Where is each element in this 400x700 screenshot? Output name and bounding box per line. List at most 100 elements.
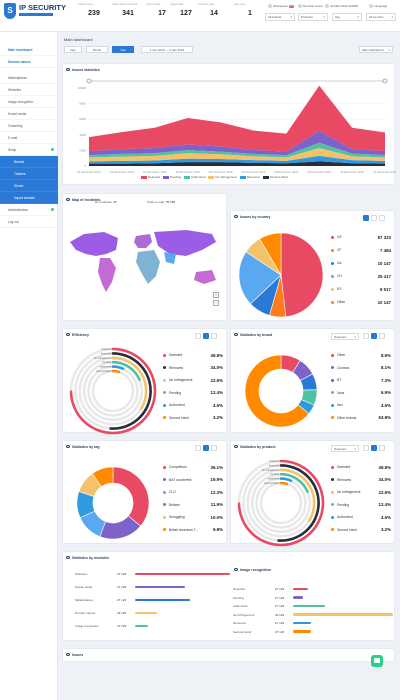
zoom-out-button[interactable]: − bbox=[213, 300, 219, 306]
sidebar-item-marketplaces[interactable]: Marketplaces bbox=[0, 72, 58, 84]
legend-item[interactable]: Second Hand bbox=[262, 175, 288, 179]
slice-ch[interactable] bbox=[238, 251, 282, 305]
map-region-africa[interactable] bbox=[136, 250, 160, 284]
legend-item[interactable]: Authorized bbox=[184, 175, 205, 179]
radial-bar-authorized[interactable] bbox=[111, 365, 125, 371]
map-region-south-america[interactable] bbox=[98, 258, 116, 292]
chat-button[interactable] bbox=[371, 655, 383, 667]
range-handle-left[interactable] bbox=[86, 78, 92, 84]
bar-fill[interactable] bbox=[135, 572, 230, 576]
slice-other-brands[interactable] bbox=[244, 354, 310, 428]
chart-toggle-button[interactable] bbox=[203, 333, 209, 339]
bar-fill[interactable] bbox=[293, 587, 308, 591]
map-region-asia[interactable] bbox=[154, 230, 216, 256]
settings-icon[interactable] bbox=[211, 333, 217, 339]
radial-bar-removed[interactable] bbox=[277, 464, 320, 542]
range-month-button[interactable]: Month bbox=[86, 46, 108, 53]
sidebar-item-websites[interactable]: Websites bbox=[0, 84, 58, 96]
brands-select[interactable]: All brands ▾ bbox=[265, 13, 295, 21]
legend-item[interactable]: Pending bbox=[163, 175, 181, 179]
zoom-in-button[interactable]: + bbox=[213, 292, 219, 298]
bar-fill[interactable] bbox=[135, 611, 157, 615]
bar-fill[interactable] bbox=[293, 630, 311, 633]
profile-button[interactable]: Dominik Jesus bbox=[298, 4, 323, 8]
legend-item[interactable]: No Infringement bbox=[208, 175, 237, 179]
download-icon[interactable] bbox=[363, 445, 369, 451]
radial-bar-pending[interactable] bbox=[111, 360, 141, 382]
chart-toggle-button[interactable] bbox=[363, 215, 369, 221]
chart-toggle-button[interactable] bbox=[371, 333, 377, 339]
bar-fill[interactable] bbox=[293, 613, 393, 616]
slice-other[interactable] bbox=[259, 232, 282, 277]
settings-icon[interactable] bbox=[379, 215, 385, 221]
map-region-north-america[interactable] bbox=[70, 232, 118, 256]
range-handle-right[interactable] bbox=[382, 78, 388, 84]
bar-fill[interactable] bbox=[293, 596, 303, 599]
moon-icon[interactable] bbox=[371, 215, 377, 221]
sidebar-item-logout[interactable]: Log out bbox=[0, 216, 58, 228]
settings-icon[interactable] bbox=[379, 445, 385, 451]
workspace-button[interactable]: Workspace 23 bbox=[268, 4, 294, 8]
radial-bar-no-infringement[interactable] bbox=[111, 356, 148, 410]
download-icon[interactable] bbox=[363, 333, 369, 339]
legend-item[interactable]: Detected bbox=[141, 175, 160, 179]
sidebar-item-image-recognition[interactable]: Image recognition bbox=[0, 96, 58, 108]
map-region-europe[interactable] bbox=[134, 234, 152, 248]
legend-item[interactable]: Removed bbox=[239, 175, 260, 179]
sidebar-item-setup[interactable]: Setup bbox=[0, 144, 58, 156]
security-select[interactable]: All security ▾ bbox=[366, 13, 396, 21]
radial-bar-detected[interactable] bbox=[237, 459, 325, 547]
sidebar-item-clustering[interactable]: Clustering bbox=[0, 120, 58, 132]
radial-bar-second-hand[interactable] bbox=[279, 481, 289, 486]
chart-toggle-button[interactable] bbox=[371, 445, 377, 451]
chart-toggle-button[interactable] bbox=[203, 445, 209, 451]
bar-fill[interactable] bbox=[293, 604, 325, 608]
range-slider[interactable] bbox=[89, 80, 385, 82]
slice-competitors[interactable] bbox=[112, 466, 150, 527]
products-select[interactable]: Products ▾ bbox=[298, 13, 328, 21]
slice-british-american-t-[interactable] bbox=[91, 466, 114, 488]
bar-fill[interactable] bbox=[135, 598, 190, 602]
radial-bar-authorized[interactable] bbox=[279, 477, 293, 483]
sidebar-item-themes[interactable]: Themes bbox=[0, 168, 58, 180]
map-region-india[interactable] bbox=[164, 252, 176, 264]
radial-bar-no-infringement[interactable] bbox=[279, 468, 316, 522]
logo[interactable]: S IP SECURITY bbox=[4, 3, 66, 27]
slice-us[interactable] bbox=[280, 232, 324, 318]
sidebar-item-email[interactable]: E-mail bbox=[0, 132, 58, 144]
area-series-detected[interactable] bbox=[89, 85, 385, 152]
download-icon[interactable] bbox=[195, 445, 201, 451]
download-icon[interactable] bbox=[195, 333, 201, 339]
brand-metric-select[interactable]: Detected ▾ bbox=[331, 333, 359, 340]
sidebar-item-brands[interactable]: Brands bbox=[0, 156, 58, 168]
area-series-pending[interactable] bbox=[89, 130, 385, 156]
range-year-button[interactable]: Year bbox=[112, 46, 134, 53]
radial-bar-pending[interactable] bbox=[279, 472, 309, 494]
sidebar-item-domain-names[interactable]: Domain names bbox=[0, 56, 58, 68]
settings-icon[interactable] bbox=[211, 445, 217, 451]
area-series-second-hand[interactable] bbox=[89, 161, 385, 166]
map-region-australia[interactable] bbox=[194, 270, 216, 284]
sidebar-item-stores[interactable]: Stores bbox=[0, 180, 58, 192]
bar-fill[interactable] bbox=[135, 585, 185, 589]
radial-bar-second-hand[interactable] bbox=[111, 369, 121, 374]
sidebar-item-administration[interactable]: Administration bbox=[0, 204, 58, 216]
range-day-button[interactable]: Day bbox=[64, 46, 82, 53]
area-series-no-infringement[interactable] bbox=[89, 148, 385, 162]
world-map[interactable] bbox=[66, 228, 226, 308]
bar-fill[interactable] bbox=[293, 621, 311, 625]
user-menu[interactable]: Jennifer Ruth ADMIN bbox=[325, 4, 358, 8]
area-series-authorized[interactable] bbox=[89, 142, 385, 158]
date-range-picker[interactable]: 1 dec 2019 — 5 dec 2019 bbox=[141, 46, 193, 53]
radial-bar-detected[interactable] bbox=[69, 347, 157, 435]
sidebar-item-main-dashboard[interactable]: Main dashboard bbox=[0, 44, 58, 56]
bar-fill[interactable] bbox=[135, 624, 148, 628]
settings-icon[interactable] bbox=[379, 333, 385, 339]
area-series-removed[interactable] bbox=[89, 155, 385, 164]
language-button[interactable]: Language bbox=[369, 4, 387, 8]
sidebar-item-social-media[interactable]: Social media bbox=[0, 108, 58, 120]
product-metric-select[interactable]: Detected ▾ bbox=[331, 445, 359, 452]
radial-bar-removed[interactable] bbox=[109, 352, 152, 430]
dashboard-select[interactable]: Main dashboard ▾ bbox=[359, 46, 393, 53]
tag-select[interactable]: Tag ▾ bbox=[332, 13, 362, 21]
